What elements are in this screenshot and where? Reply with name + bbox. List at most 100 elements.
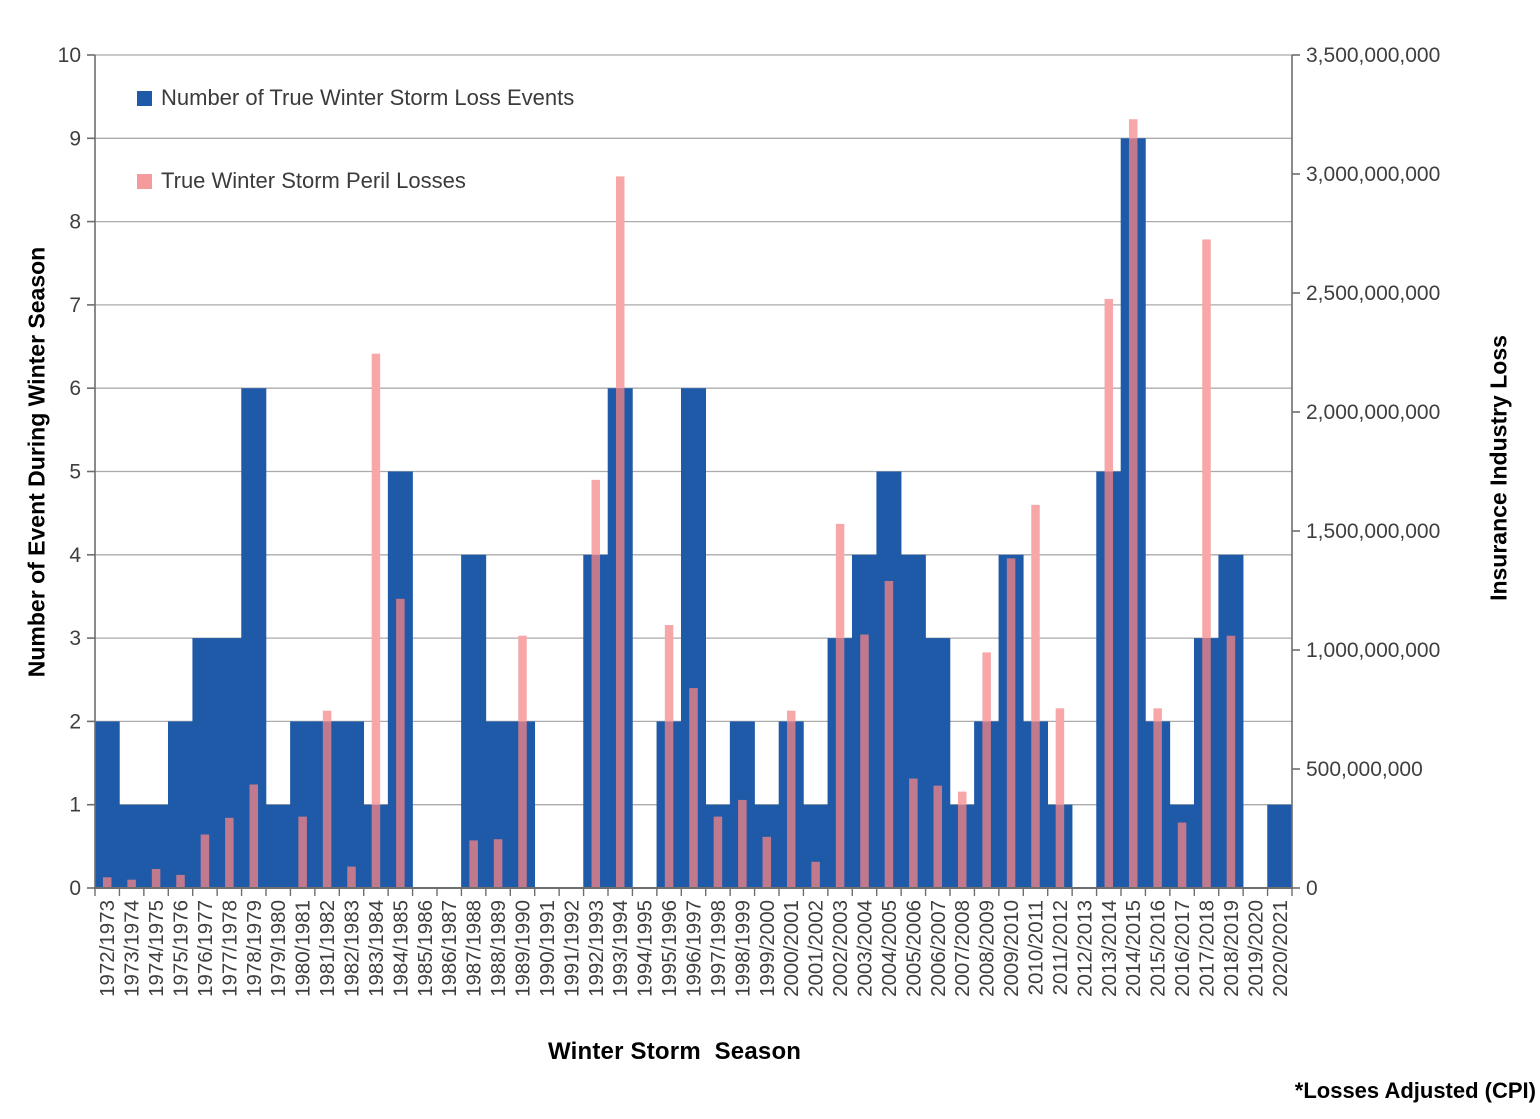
x-tick-label: 1984/1985	[389, 900, 412, 997]
x-tick-label: 1972/1973	[96, 900, 119, 997]
legend-item-losses: True Winter Storm Peril Losses	[137, 168, 466, 194]
x-tick-label: 2020/2021	[1269, 900, 1292, 997]
y-right-tick-labels: 0 500,000,000 1,000,000,000 1,500,000,000 2,…	[1306, 44, 1440, 900]
legend-swatch-losses-icon	[137, 173, 152, 189]
loss-bar	[664, 625, 674, 722]
loss-bar	[713, 816, 723, 888]
loss-bar	[176, 874, 185, 888]
x-tick-label: 2009/2010	[1000, 900, 1023, 997]
loss-bar	[762, 836, 772, 888]
loss-bar	[982, 721, 991, 888]
footnote: *Losses Adjusted (CPI)	[1294, 1078, 1536, 1103]
loss-bar	[615, 176, 625, 389]
x-tick-label: 2006/2007	[927, 900, 950, 997]
x-tick-label: 1978/1979	[243, 900, 266, 997]
y-right-tick-label: 1,500,000,000	[1306, 520, 1440, 543]
loss-bar	[225, 817, 234, 888]
loss-bar	[1031, 721, 1040, 888]
x-tick-label: 2001/2002	[805, 900, 828, 997]
loss-bar	[102, 877, 112, 888]
y-right-axis-title: Insurance Industry Loss	[1485, 335, 1512, 601]
loss-bar	[371, 804, 381, 888]
x-tick-label: 2011/2012	[1049, 900, 1072, 995]
x-tick-label: 1981/1982	[316, 900, 339, 997]
loss-bar	[591, 554, 601, 888]
loss-bar	[1177, 822, 1187, 888]
x-tick-label: 2013/2014	[1098, 900, 1121, 997]
x-tick-label: 1976/1977	[194, 900, 217, 997]
loss-bar	[909, 778, 918, 888]
x-tick-label: 1982/1983	[341, 900, 364, 997]
loss-bar	[835, 638, 845, 888]
loss-bar	[835, 523, 845, 639]
loss-bar	[884, 580, 894, 888]
x-tick-label: 1988/1989	[487, 900, 510, 997]
x-tick-label: 1997/1998	[707, 900, 730, 997]
legend-label-losses: True Winter Storm Peril Losses	[161, 168, 466, 193]
x-tick-label: 1993/1994	[609, 900, 632, 997]
x-tick-label: 1992/1993	[585, 900, 608, 997]
event-bar	[338, 721, 365, 888]
loss-bar	[127, 879, 136, 888]
x-tick-label: 1977/1978	[218, 900, 241, 997]
loss-bar	[738, 799, 747, 888]
loss-bar	[1104, 471, 1114, 888]
y-right-tick-label: 2,000,000,000	[1306, 401, 1440, 424]
x-tick-label: 2005/2006	[902, 900, 925, 997]
loss-bar	[591, 479, 601, 555]
x-tick-label: 2007/2008	[951, 900, 974, 997]
x-tick-label: 1991/1992	[560, 900, 583, 997]
x-tick-label: 2017/2018	[1196, 900, 1219, 997]
y-left-tick-label: 10	[58, 44, 81, 67]
y-right-tick-label: 3,000,000,000	[1306, 163, 1440, 186]
x-axis-title: Winter Storm Season	[548, 1038, 802, 1065]
x-tick-label: 2008/2009	[976, 900, 999, 997]
loss-bar	[1202, 638, 1211, 888]
x-tick-label: 2000/2001	[780, 900, 803, 997]
loss-bar	[957, 804, 967, 888]
y-left-tick-label: 0	[69, 877, 81, 900]
event-bar	[1267, 804, 1293, 888]
legend-label-events: Number of True Winter Storm Loss Events	[161, 85, 575, 110]
x-tick-label: 1990/1991	[536, 900, 559, 997]
y-right-tick-label: 1,000,000,000	[1306, 639, 1440, 662]
loss-bar	[1055, 708, 1065, 805]
loss-bar	[322, 721, 332, 888]
x-tick-label: 1994/1995	[634, 900, 657, 997]
legend-item-events: Number of True Winter Storm Loss Events	[137, 85, 574, 111]
event-bar	[167, 721, 194, 888]
loss-bar	[151, 868, 161, 888]
x-tick-label: 1996/1997	[683, 900, 706, 997]
loss-bar	[249, 784, 259, 888]
x-tick-label: 1986/1987	[438, 900, 461, 997]
loss-bar	[933, 785, 943, 888]
y-left-tick-label: 4	[69, 544, 81, 567]
x-tick-label: 1987/1988	[463, 900, 486, 997]
loss-bar	[1153, 721, 1162, 888]
event-bar	[265, 804, 291, 888]
loss-bar	[615, 388, 625, 888]
y-right-tick-label: 2,500,000,000	[1306, 282, 1440, 305]
loss-bar	[1128, 138, 1138, 889]
y-left-axis-title: Number of Event During Winter Season	[23, 246, 50, 678]
x-tick-label: 1995/1996	[658, 900, 681, 997]
loss-bar	[1226, 635, 1236, 888]
loss-bar	[200, 834, 210, 888]
x-tick-label: 1979/1980	[267, 900, 290, 997]
x-tick-label: 2012/2013	[1073, 900, 1096, 997]
loss-bar	[371, 353, 381, 805]
loss-bar	[786, 721, 796, 888]
loss-bar	[518, 635, 527, 722]
loss-bar	[469, 840, 478, 888]
x-tick-labels: 1972/1973 1973/1974 1974/1975 1975/1976 1976…	[96, 900, 1292, 997]
y-left-tick-label: 8	[69, 211, 81, 234]
loss-bar	[1128, 119, 1138, 139]
x-tick-label: 1974/1975	[145, 900, 168, 997]
y-left-tick-label: 6	[69, 377, 81, 400]
x-tick-label: 2019/2020	[1244, 900, 1267, 997]
loss-bar	[664, 721, 674, 888]
x-tick-label: 1989/1990	[512, 900, 535, 997]
loss-bar	[1153, 708, 1162, 722]
